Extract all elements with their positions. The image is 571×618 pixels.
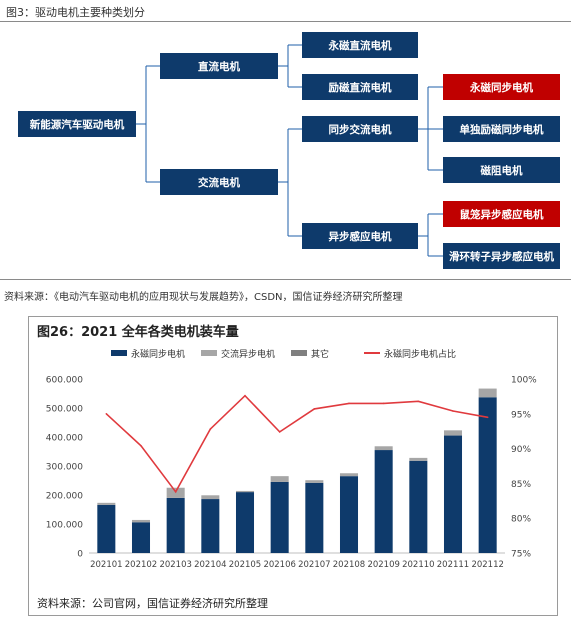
y-left-tick-label: 400.000 [46, 434, 83, 444]
bar-永磁同步电机 [305, 482, 324, 553]
bar-永磁同步电机 [235, 492, 255, 553]
legend-label: 其它 [311, 348, 329, 360]
line-永磁同步电机占比 [105, 394, 488, 494]
node-sync-ac: 同步交流电机 [302, 116, 418, 142]
legend-swatch [201, 350, 217, 356]
chart-title: 图26：2021 全年各类电机装车量 [37, 325, 239, 340]
bar-交流异步电机 [235, 490, 255, 493]
node-separately-excited-sync: 单独励磁同步电机 [443, 116, 560, 142]
mid-rule [0, 279, 571, 280]
x-tick-label: 202108 [333, 560, 365, 570]
x-tick-label: 202101 [90, 560, 122, 570]
x-tick-label: 202104 [194, 560, 226, 570]
line-point [382, 402, 385, 405]
bar-交流异步电机 [305, 480, 324, 483]
line-point [244, 394, 246, 397]
line-point [140, 445, 142, 447]
bar-交流异步电机 [270, 476, 289, 482]
bar-永磁同步电机 [374, 450, 393, 553]
x-tick-label: 202103 [159, 560, 191, 570]
line-point [348, 402, 350, 405]
bar-永磁同步电机 [201, 499, 220, 553]
legend-swatch [111, 350, 127, 356]
node-root: 新能源汽车驱动电机 [18, 111, 136, 137]
node-squirrel-cage: 鼠笼异步感应电机 [443, 201, 560, 227]
x-tick-label: 202105 [229, 560, 261, 570]
bar-交流异步电机 [443, 430, 463, 436]
y-left-tick-label: 0 [77, 550, 83, 560]
x-tick-label: 202111 [437, 560, 469, 570]
y-right-tick-label: 95% [511, 410, 531, 420]
bar-永磁同步电机 [166, 497, 185, 553]
y-right-tick-label: 80% [511, 515, 531, 525]
node-ac-motor: 交流电机 [160, 169, 278, 195]
bar-永磁同步电机 [409, 460, 428, 553]
bar-交流异步电机 [131, 519, 151, 523]
x-tick-label: 202110 [402, 560, 434, 570]
legend-label: 永磁同步电机 [131, 348, 185, 360]
y-right-tick-label: 85% [511, 480, 531, 490]
bar-交流异步电机 [201, 495, 220, 500]
line-point [313, 408, 316, 410]
line-point [486, 416, 489, 419]
bar-永磁同步电机 [270, 481, 289, 553]
y-left-tick-label: 200.000 [46, 492, 83, 502]
node-dc-motor: 直流电机 [160, 53, 278, 79]
bar-交流异步电机 [339, 473, 359, 477]
bar-交流异步电机 [409, 457, 428, 461]
line-point [209, 428, 212, 430]
bar-永磁同步电机 [97, 504, 116, 553]
node-slip-ring: 滑环转子异步感应电机 [443, 243, 560, 269]
node-pm-sync: 永磁同步电机 [443, 74, 560, 100]
x-tick-label: 202102 [125, 560, 157, 570]
bar-永磁同步电机 [131, 522, 151, 553]
node-excited-dc: 励磁直流电机 [302, 74, 418, 100]
y-left-tick-label: 300.000 [46, 463, 83, 473]
legend-swatch [291, 350, 307, 356]
bar-交流异步电机 [374, 446, 393, 451]
figure3-source: 资料来源：《电动汽车驱动电机的应用现状与发展趋势》，CSDN，国信证券经济研究所… [4, 292, 403, 303]
y-right-tick-label: 90% [511, 445, 531, 455]
node-pm-dc: 永磁直流电机 [302, 32, 418, 58]
y-left-tick-label: 600.000 [46, 376, 83, 386]
chart-source: 资料来源：公司官网，国信证券经济研究所整理 [37, 597, 268, 610]
line-point [278, 431, 281, 433]
legend-label: 永磁同步电机占比 [384, 348, 456, 360]
chart-panel: 图26：2021 全年各类电机装车量 0 100.000 200.000 300.00… [28, 316, 558, 616]
y-right-tick-label: 100% [511, 376, 537, 386]
figure3-title: 图3：驱动电机主要种类划分 [6, 6, 145, 19]
node-reluctance: 磁阻电机 [443, 157, 560, 183]
bar-永磁同步电机 [443, 435, 463, 553]
line-point [417, 400, 420, 403]
y-right-tick-label: 75% [511, 550, 531, 560]
x-tick-label: 202107 [298, 560, 330, 570]
chart-canvas: 0 100.000 200.000 300.000 400.000 500.000 600.… [46, 348, 537, 570]
x-tick-label: 202109 [367, 560, 399, 570]
bar-交流异步电机 [478, 388, 497, 398]
bar-永磁同步电机 [478, 397, 497, 553]
node-async-induction: 异步感应电机 [302, 223, 418, 249]
x-tick-label: 202106 [263, 560, 295, 570]
y-left-tick-label: 100.000 [46, 521, 83, 531]
legend-label: 交流异步电机 [221, 348, 275, 360]
tree-connectors [136, 44, 443, 257]
bar-永磁同步电机 [339, 476, 359, 553]
line-point [174, 490, 177, 493]
x-tick-label: 202112 [471, 560, 503, 570]
line-point [452, 410, 454, 412]
top-rule [0, 21, 571, 22]
bar-交流异步电机 [97, 502, 116, 505]
y-left-tick-label: 500.000 [46, 405, 83, 415]
line-point [105, 413, 108, 415]
